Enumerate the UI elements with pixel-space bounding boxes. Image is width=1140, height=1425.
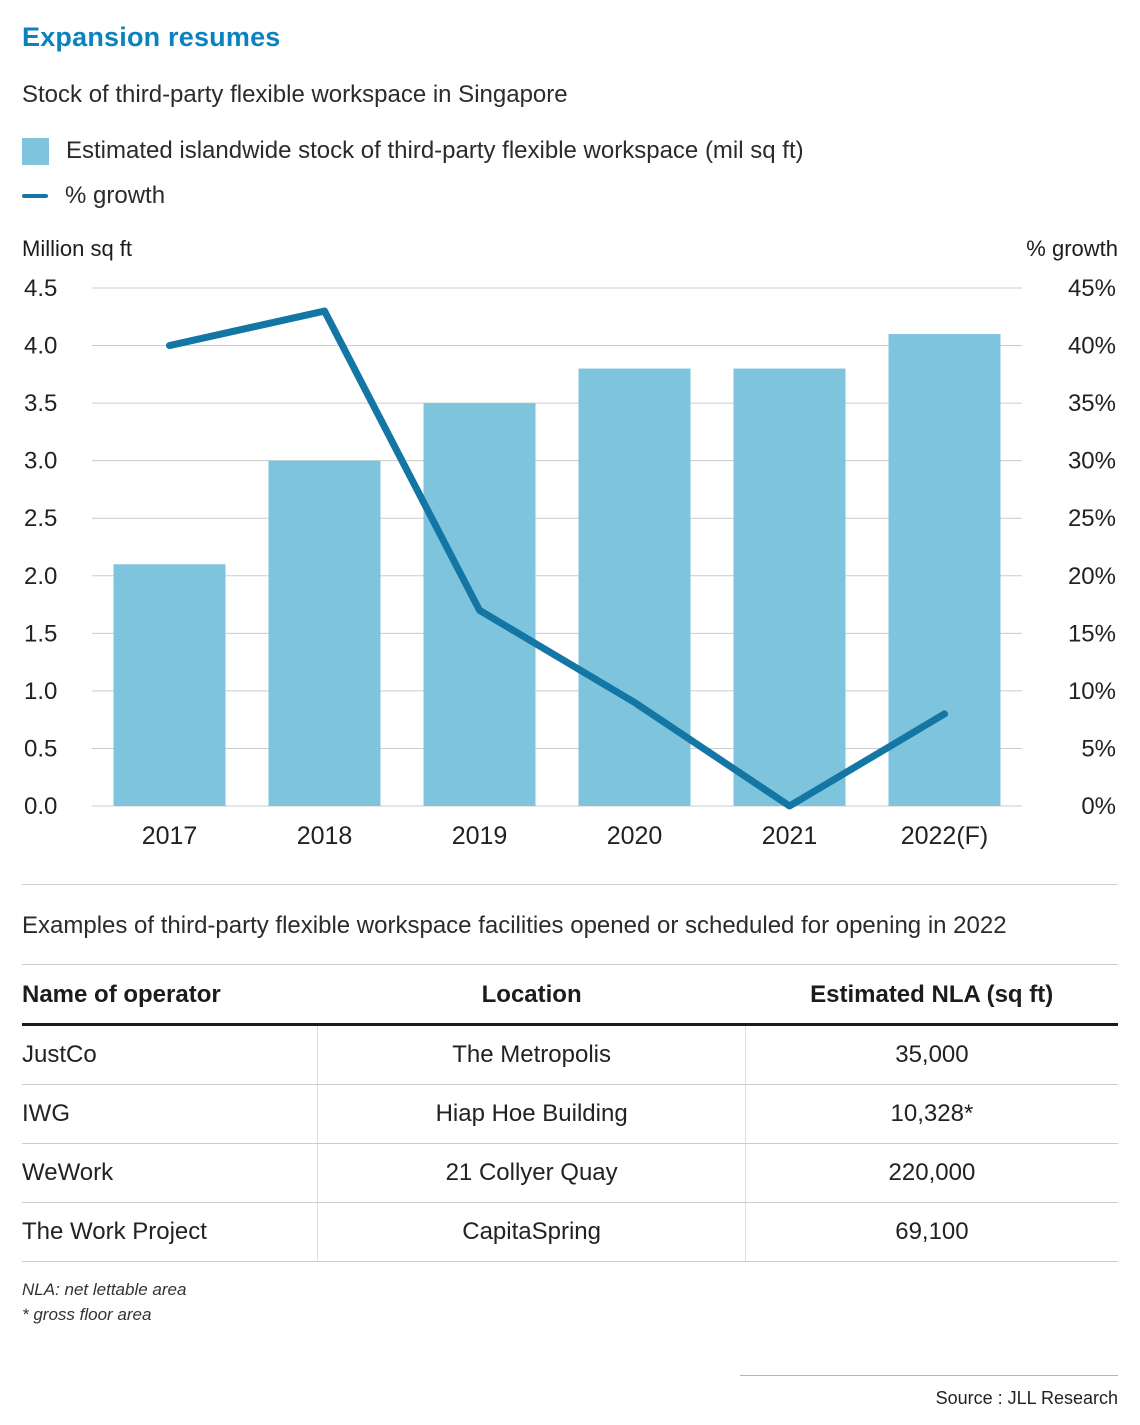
right-tick-label: 35% bbox=[1068, 390, 1116, 417]
operator-cell: IWG bbox=[22, 1084, 318, 1145]
footnotes: NLA: net lettable area * gross floor are… bbox=[22, 1278, 1118, 1327]
left-tick-label: 0.0 bbox=[24, 793, 57, 820]
bar-swatch-icon bbox=[22, 137, 49, 165]
stock-bar bbox=[733, 368, 846, 806]
combo-chart-svg: 0.0 0% 0.5 5% 1.0 10% 1.5 15% 2.0 20% 2.5 25% 3.0 30%… bbox=[24, 275, 1116, 850]
legend-item-growth: % growth bbox=[22, 182, 1118, 210]
left-tick-label: 4.0 bbox=[24, 333, 57, 360]
right-tick-label: 45% bbox=[1068, 275, 1116, 302]
col-header-nla: Estimated NLA (sq ft) bbox=[745, 964, 1118, 1027]
chart-legend: Estimated islandwide stock of third-part… bbox=[22, 137, 1118, 210]
axis-titles: Million sq ft % growth bbox=[22, 236, 1118, 262]
combo-chart: 0.0 0% 0.5 5% 1.0 10% 1.5 15% 2.0 20% 2.5 25% 3.0 30%… bbox=[22, 266, 1118, 854]
growth-line bbox=[166, 307, 948, 810]
footnote-gfa: * gross floor area bbox=[22, 1304, 152, 1324]
table-header-row: Name of operator Location Estimated NLA … bbox=[22, 964, 1118, 1027]
operators-table: Name of operator Location Estimated NLA … bbox=[22, 964, 1118, 1263]
page-title: Expansion resumes bbox=[22, 22, 281, 52]
source-block: Source : JLL Research bbox=[22, 1375, 1118, 1425]
chart-subtitle: Stock of third-party flexible workspace … bbox=[22, 81, 568, 108]
location-cell: Hiap Hoe Building bbox=[317, 1084, 746, 1145]
nla-cell: 35,000 bbox=[744, 1024, 1118, 1086]
x-axis-label: 2022(F) bbox=[901, 822, 989, 850]
location-cell: The Metropolis bbox=[317, 1024, 746, 1086]
stock-bar bbox=[268, 460, 381, 806]
nla-cell: 69,100 bbox=[744, 1202, 1118, 1263]
x-axis-label: 2018 bbox=[297, 822, 353, 850]
col-header-operator: Name of operator bbox=[22, 964, 318, 1027]
table-row: WeWork 21 Collyer Quay 220,000 bbox=[22, 1143, 1118, 1204]
nla-cell: 10,328* bbox=[744, 1084, 1118, 1145]
legend-growth-label: % growth bbox=[65, 182, 166, 209]
right-tick-label: 25% bbox=[1068, 505, 1116, 532]
nla-cell: 220,000 bbox=[744, 1143, 1118, 1204]
stock-bar bbox=[113, 564, 226, 806]
right-tick-label: 30% bbox=[1068, 448, 1116, 475]
left-tick-label: 1.5 bbox=[24, 620, 57, 647]
left-tick-label: 3.0 bbox=[24, 448, 57, 475]
legend-stock-label: Estimated islandwide stock of third-part… bbox=[66, 137, 804, 164]
table-row: The Work Project CapitaSpring 69,100 bbox=[22, 1202, 1118, 1263]
left-axis-title: Million sq ft bbox=[22, 236, 133, 261]
stock-bar bbox=[578, 368, 691, 806]
right-tick-label: 40% bbox=[1068, 333, 1116, 360]
right-tick-label: 15% bbox=[1068, 620, 1116, 647]
operator-cell: WeWork bbox=[22, 1143, 318, 1204]
table-row: IWG Hiap Hoe Building 10,328* bbox=[22, 1084, 1118, 1145]
left-tick-label: 2.5 bbox=[24, 505, 57, 532]
right-tick-label: 10% bbox=[1068, 678, 1116, 705]
right-tick-label: 20% bbox=[1068, 563, 1116, 590]
location-cell: 21 Collyer Quay bbox=[317, 1143, 746, 1204]
left-tick-label: 4.5 bbox=[24, 275, 57, 302]
stock-bar bbox=[888, 334, 1001, 806]
operator-cell: JustCo bbox=[22, 1024, 318, 1086]
col-header-location: Location bbox=[317, 964, 746, 1027]
right-tick-label: 0% bbox=[1081, 793, 1116, 820]
right-axis-title: % growth bbox=[1026, 236, 1118, 261]
right-tick-label: 5% bbox=[1081, 735, 1116, 762]
table-row: JustCo The Metropolis 35,000 bbox=[22, 1024, 1118, 1086]
left-tick-label: 0.5 bbox=[24, 735, 57, 762]
section-divider bbox=[22, 884, 1118, 885]
line-swatch-icon bbox=[22, 194, 48, 198]
x-axis-label: 2017 bbox=[142, 822, 198, 850]
x-axis-label: 2021 bbox=[762, 822, 818, 850]
source-text: Source : JLL Research bbox=[740, 1375, 1118, 1425]
location-cell: CapitaSpring bbox=[317, 1202, 746, 1263]
footnote-nla: NLA: net lettable area bbox=[22, 1280, 187, 1300]
left-tick-label: 2.0 bbox=[24, 563, 57, 590]
left-tick-label: 3.5 bbox=[24, 390, 57, 417]
x-axis-label: 2020 bbox=[607, 822, 663, 850]
left-tick-label: 1.0 bbox=[24, 678, 57, 705]
section-note: Examples of third-party flexible workspa… bbox=[22, 912, 1007, 939]
operator-cell: The Work Project bbox=[22, 1202, 318, 1263]
legend-item-stock: Estimated islandwide stock of third-part… bbox=[22, 137, 1118, 165]
x-axis-label: 2019 bbox=[452, 822, 508, 850]
